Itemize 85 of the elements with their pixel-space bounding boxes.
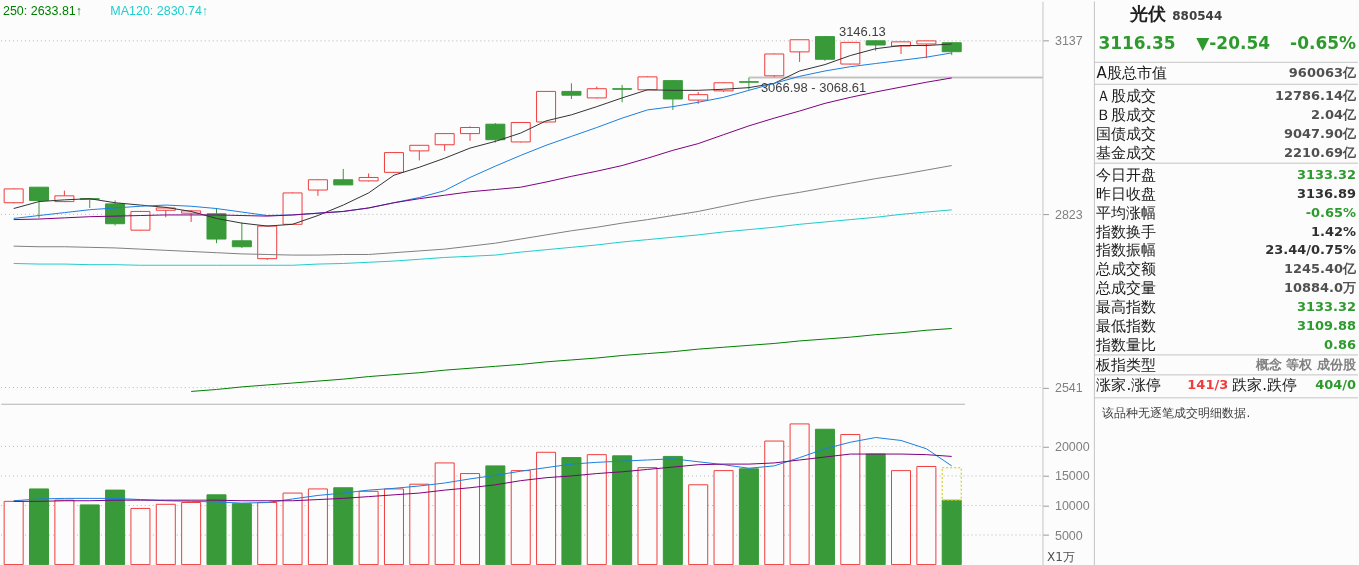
y-tick-label: 3137 — [1054, 34, 1083, 49]
line-series — [13, 165, 953, 256]
line-series — [13, 453, 953, 502]
candlestick — [662, 79, 683, 111]
text: 12786.14亿 — [1274, 88, 1356, 104]
category-label: 指数换手 — [1095, 223, 1157, 242]
candlestick — [738, 77, 759, 91]
y-tick-label: 2541 — [1054, 381, 1083, 396]
text: 250: 2633.81↑ — [3, 4, 83, 19]
y-axis-title: X1万 — [1046, 550, 1075, 565]
bar — [485, 465, 506, 565]
category-label: 指数振幅 — [1095, 241, 1157, 260]
category-label: 最高指数 — [1096, 297, 1157, 316]
text: 3109.88 — [1296, 317, 1356, 333]
category-label: 最低指数 — [1096, 316, 1157, 335]
candlestick — [764, 52, 785, 78]
category-label: 总成交额 — [1095, 260, 1157, 279]
category-label: 昨日收盘 — [1096, 185, 1157, 204]
bar — [105, 489, 126, 565]
y-tick-label: 5000 — [1054, 528, 1083, 543]
y-tick-label: 2823 — [1054, 207, 1083, 222]
candlestick — [814, 35, 835, 62]
text: 3136.89 — [1296, 186, 1356, 202]
candlestick — [231, 222, 252, 249]
line-series — [190, 328, 953, 392]
category-label: 平均涨幅 — [1096, 204, 1157, 223]
bar — [206, 494, 227, 565]
bar — [662, 455, 683, 565]
text: 3133.32 — [1296, 167, 1356, 183]
text: 2210.69亿 — [1283, 145, 1356, 161]
line-series — [13, 437, 953, 504]
text: 23.44/0.75% — [1265, 242, 1356, 258]
category-label: A股总市值 — [1096, 64, 1167, 83]
bar — [29, 488, 50, 565]
text: ▼-20.54 — [1196, 33, 1271, 54]
text: -0.65% — [1305, 205, 1356, 221]
text: 3116.35 — [1098, 33, 1176, 54]
category-label: Ｂ股成交 — [1096, 106, 1157, 125]
y-tick-label: 20000 — [1054, 439, 1090, 454]
bar — [865, 453, 886, 565]
text: -0.65% — [1290, 33, 1356, 54]
line-series — [13, 209, 953, 266]
candlestick — [460, 125, 481, 142]
bar — [561, 457, 582, 565]
annotation: 3146.13 — [838, 24, 886, 40]
category-label: 涨家.涨停 — [1096, 375, 1162, 394]
text: 141/3 — [1187, 376, 1229, 392]
text: MA120: 2830.74↑ — [110, 4, 209, 19]
text: 9047.90亿 — [1283, 126, 1356, 142]
text: 404/0 — [1315, 376, 1356, 392]
text: 2.04亿 — [1311, 107, 1356, 123]
text: 光伏 — [1129, 3, 1168, 25]
category-label: 指数量比 — [1095, 335, 1157, 354]
candlestick — [789, 39, 810, 63]
text: 0.86 — [1324, 336, 1356, 352]
band-label: 3066.98 - 3068.61 — [760, 79, 867, 95]
text: 1.42% — [1311, 224, 1356, 240]
bar — [231, 503, 252, 565]
y-tick-label: 15000 — [1054, 469, 1090, 484]
text: 该品种无逐笔成交明细数据. — [1102, 405, 1251, 420]
bar — [79, 504, 100, 565]
category-label: 板指类型 — [1095, 355, 1157, 374]
candlestick — [485, 122, 506, 144]
bar — [941, 499, 962, 565]
text: 1245.40亿 — [1283, 261, 1356, 277]
category-label: Ａ股成交 — [1096, 87, 1157, 106]
bar — [333, 487, 354, 565]
bar — [612, 455, 633, 565]
text: 880544 — [1172, 9, 1223, 24]
text: 960063亿 — [1288, 65, 1356, 81]
bar — [814, 428, 835, 565]
category-label: 跌家.跌停 — [1232, 375, 1297, 394]
category-label: 基金成交 — [1096, 144, 1157, 163]
y-tick-label: 10000 — [1054, 498, 1090, 513]
candlestick — [612, 84, 633, 103]
category-label: 今日开盘 — [1096, 166, 1157, 185]
candlestick — [29, 186, 50, 219]
category-label: 国债成交 — [1096, 125, 1157, 144]
text: 10884.0万 — [1283, 279, 1356, 295]
category-label: 总成交量 — [1095, 278, 1157, 297]
text: 概念 等权 成份股 — [1255, 356, 1356, 372]
bar — [738, 468, 759, 565]
text: 3133.32 — [1296, 298, 1356, 314]
bar — [941, 467, 962, 501]
candlestick — [383, 151, 404, 174]
